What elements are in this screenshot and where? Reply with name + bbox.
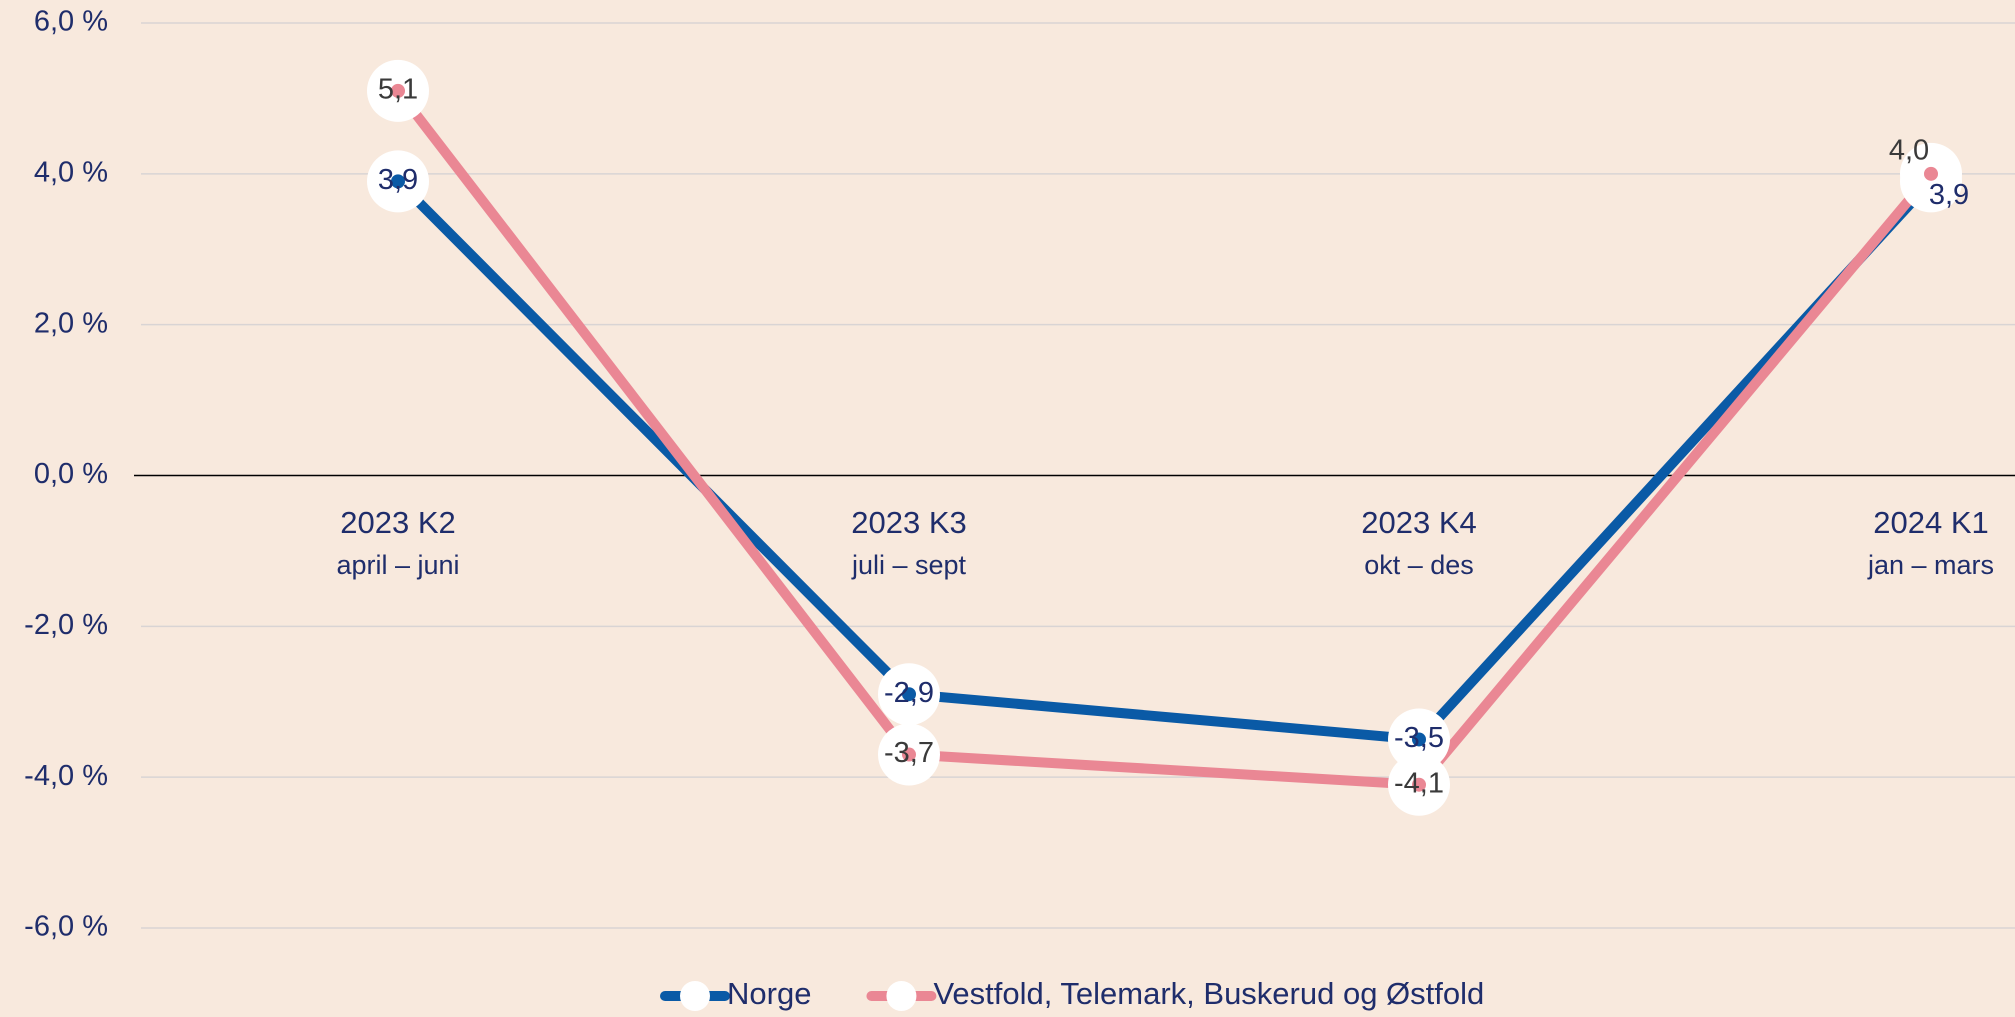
markers bbox=[367, 59, 1962, 816]
y-tick-label: 6,0 % bbox=[34, 6, 108, 38]
y-tick-label: 2,0 % bbox=[34, 307, 108, 339]
y-tick-label: 0,0 % bbox=[34, 458, 108, 490]
marker-dot bbox=[1924, 166, 1938, 181]
x-tick-sublabel: jan – mars bbox=[1867, 550, 1994, 580]
legend-item: Vestfold, Telemark, Buskerud og Østfold bbox=[866, 976, 1484, 1011]
value-label: -3,7 bbox=[884, 737, 934, 769]
value-label: 4,0 bbox=[1889, 134, 1929, 166]
value-labels: 3,9 -2,9 -3,5 3,9 5,1 -3,7 -4,1 4,0 bbox=[378, 74, 1969, 800]
series-line bbox=[394, 87, 1935, 790]
x-tick-sublabel: april – juni bbox=[336, 550, 459, 580]
value-label: -3,5 bbox=[1394, 722, 1444, 754]
marker-dot bbox=[391, 174, 405, 189]
value-label: -2,9 bbox=[884, 677, 934, 709]
marker-dot bbox=[902, 747, 916, 762]
x-tick-label: 2023 K4 bbox=[1361, 505, 1477, 540]
legend-label: Norge bbox=[727, 976, 811, 1011]
legend-marker bbox=[680, 981, 710, 1011]
y-tick-label: -6,0 % bbox=[24, 911, 108, 943]
value-label: 5,1 bbox=[378, 74, 418, 106]
value-label: 3,9 bbox=[1929, 179, 1969, 211]
value-label: 3,9 bbox=[378, 164, 418, 196]
legend-item: Norge bbox=[660, 976, 811, 1011]
series-line bbox=[394, 177, 1935, 745]
marker-dot bbox=[902, 687, 916, 702]
value-label: -4,1 bbox=[1394, 767, 1444, 799]
marker-dot bbox=[391, 83, 405, 98]
marker-dot bbox=[1412, 777, 1426, 792]
legend-marker bbox=[886, 981, 917, 1011]
x-tick-sublabel: okt – des bbox=[1364, 550, 1474, 580]
y-tick-label: -4,0 % bbox=[24, 760, 108, 792]
x-tick-label: 2023 K3 bbox=[851, 505, 967, 540]
lines bbox=[394, 87, 1935, 790]
y-tick-label: 4,0 % bbox=[34, 156, 108, 188]
legend-label: Vestfold, Telemark, Buskerud og Østfold bbox=[933, 976, 1484, 1011]
x-tick-label: 2024 K1 bbox=[1873, 505, 1989, 540]
marker-dot bbox=[1412, 732, 1426, 747]
x-tick-sublabel: juli – sept bbox=[851, 550, 967, 580]
x-tick-label: 2023 K2 bbox=[340, 505, 456, 540]
y-tick-label: -2,0 % bbox=[24, 609, 108, 641]
